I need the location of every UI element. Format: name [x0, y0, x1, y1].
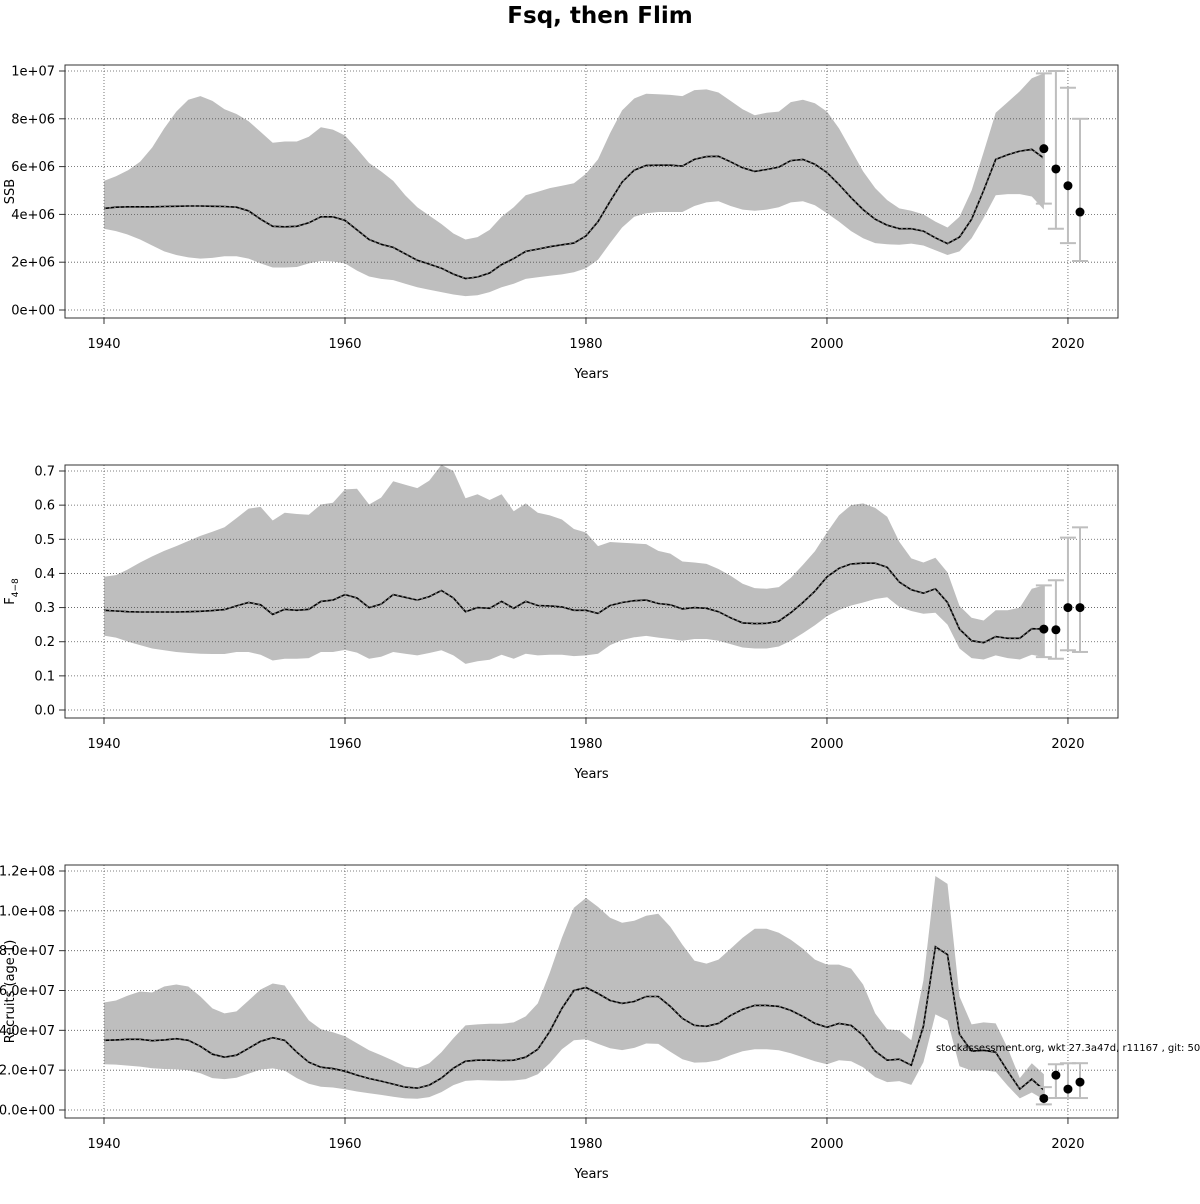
chart-panel-1: 1940 1960 1980 2000 2020 Years 0e+00 2e+06 4e+06… — [3, 64, 1119, 382]
forecast-error-bar — [1047, 1063, 1064, 1100]
forecast-point — [1051, 625, 1061, 635]
x-axis-label: Years — [573, 367, 609, 382]
y-tick-label: 8e+06 — [11, 112, 55, 127]
plot-frame — [64, 864, 1119, 1119]
forecast-point — [1039, 1093, 1049, 1103]
forecast-point — [1039, 624, 1049, 634]
x-tick-label: 1980 — [569, 1137, 602, 1152]
y-tick-label: 0.0e+00 — [0, 1104, 55, 1119]
forecast-point — [1063, 1084, 1073, 1094]
forecast-error-bar — [1047, 70, 1064, 230]
forecast-error-bar — [1059, 536, 1076, 652]
y-tick-label: 1.2e+08 — [0, 865, 55, 880]
y-tick-label: 0.7 — [34, 465, 55, 480]
confidence-band — [104, 876, 1044, 1100]
y-axis-label: SSB — [3, 179, 18, 204]
y-tick-label: 0.6 — [34, 499, 55, 514]
y-tick-label: 0e+00 — [11, 304, 55, 319]
y-tick-label: 0.4 — [34, 567, 55, 582]
x-tick-label: 2020 — [1051, 337, 1084, 352]
plot-area — [65, 865, 1118, 1118]
x-tick-label: 1980 — [569, 737, 602, 752]
x-tick-label: 1960 — [328, 1137, 361, 1152]
estimate-line — [103, 945, 1045, 1091]
x-tick-label: 1980 — [569, 337, 602, 352]
x-tick-label: 1940 — [87, 737, 120, 752]
estimate-line-dotted — [103, 148, 1045, 279]
y-tick-label: 0.0 — [34, 704, 55, 719]
x-tick-label: 2000 — [810, 337, 843, 352]
x-tick-label: 2020 — [1051, 1137, 1084, 1152]
plot-area — [65, 465, 1118, 718]
y-tick-label: 1.0e+08 — [0, 904, 55, 919]
y-tick-label: 4.0e+07 — [0, 1024, 55, 1039]
forecast-error-bar — [1047, 579, 1064, 660]
forecast-point — [1051, 1070, 1061, 1080]
y-tick-label: 2e+06 — [11, 256, 55, 271]
estimate-line-dotted — [103, 562, 1044, 644]
y-tick-label: 4e+06 — [11, 208, 55, 223]
figure-title: Fsq, then Flim — [507, 3, 693, 29]
forecast-error-bar — [1059, 86, 1076, 245]
x-tick-label: 2020 — [1051, 737, 1084, 752]
x-tick-label: 2000 — [810, 737, 843, 752]
forecast-error-bar — [1072, 117, 1088, 263]
x-tick-label: 1960 — [328, 337, 361, 352]
y-tick-label: 6e+06 — [11, 160, 55, 175]
plot-frame — [64, 64, 1119, 319]
x-axis-label: Years — [573, 1167, 609, 1182]
x-tick-label: 1960 — [328, 737, 361, 752]
forecast-error-bar — [1072, 526, 1088, 653]
forecast-point — [1075, 1077, 1085, 1087]
confidence-band — [104, 73, 1044, 297]
forecast-error-bar — [1035, 584, 1052, 659]
y-axis-label-subscript: 4−8 — [11, 578, 21, 597]
forecast-point — [1051, 164, 1061, 174]
forecast-point — [1039, 144, 1049, 154]
x-axis-label: Years — [573, 767, 609, 782]
y-axis-label: F4−8 — [3, 578, 21, 605]
forecast-point — [1063, 603, 1073, 613]
forecast-point — [1075, 603, 1085, 613]
plot-frame — [64, 464, 1119, 719]
y-tick-label: 1e+07 — [11, 65, 55, 80]
y-tick-label: 0.2 — [34, 635, 55, 650]
x-tick-label: 2000 — [810, 1137, 843, 1152]
plot-area — [65, 65, 1118, 318]
forecast-error-bar — [1035, 72, 1052, 205]
footnote-text: stockassessment.org, wkt 27.3a47d, r1116… — [936, 1043, 1200, 1054]
chart-panel-3: 1940 1960 1980 2000 2020 Years 0.0e+00 2.0e+07 4… — [0, 864, 1119, 1182]
forecast-point — [1075, 207, 1085, 217]
y-axis-label: Recruits (age 1) — [3, 940, 18, 1044]
y-tick-label: 6.0e+07 — [0, 984, 55, 999]
confidence-band — [104, 465, 1044, 664]
y-tick-label: 0.1 — [34, 669, 55, 684]
y-tick-label: 0.3 — [34, 601, 55, 616]
y-tick-label: 2.0e+07 — [0, 1064, 55, 1079]
x-tick-label: 1940 — [87, 1137, 120, 1152]
x-tick-label: 1940 — [87, 337, 120, 352]
chart-panel-2: 1940 1960 1980 2000 2020 Years 0.0 0.1 0.2 0.3 0.4… — [3, 464, 1119, 782]
y-tick-label: 8.0e+07 — [0, 944, 55, 959]
y-tick-label: 0.5 — [34, 533, 55, 548]
forecast-point — [1063, 181, 1073, 191]
